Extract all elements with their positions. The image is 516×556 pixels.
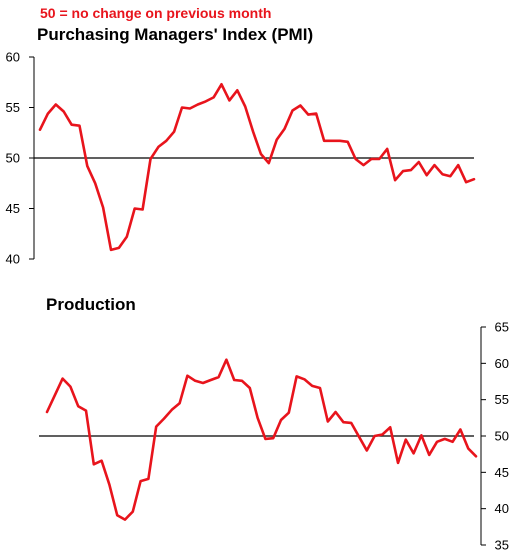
production-series-line	[45, 358, 478, 521]
production-y-tick-label: 65	[495, 320, 509, 335]
baseline-note: 50 = no change on previous month	[40, 5, 272, 21]
pmi-y-tick-label: 55	[6, 100, 20, 115]
pmi-chart-title: Purchasing Managers' Index (PMI)	[37, 25, 314, 44]
production-y-tick-label: 40	[495, 501, 509, 516]
pmi-series-line	[38, 83, 476, 252]
pmi-y-tick-label: 60	[6, 50, 20, 65]
production-chart-title: Production	[46, 295, 136, 314]
production-y-tick-label: 60	[495, 356, 509, 371]
production-y-tick-label: 50	[495, 429, 509, 444]
pmi-y-tick-label: 40	[6, 252, 20, 267]
production-y-tick-label: 35	[495, 538, 509, 553]
production-y-tick-label: 45	[495, 465, 509, 480]
pmi-y-tick-label: 50	[6, 151, 20, 166]
production-y-tick-label: 55	[495, 392, 509, 407]
pmi-y-tick-label: 45	[6, 201, 20, 216]
